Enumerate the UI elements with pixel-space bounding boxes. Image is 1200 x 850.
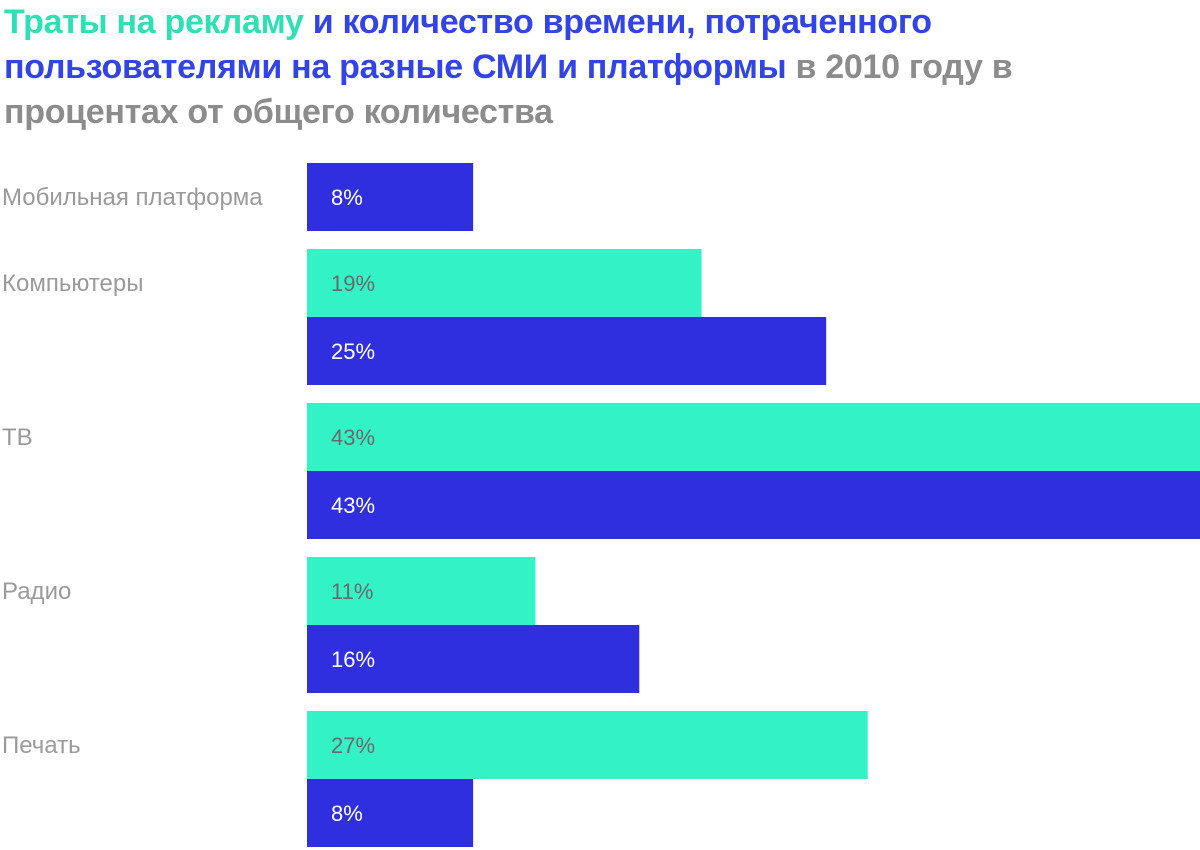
- bar-value-label: 25%: [331, 339, 375, 364]
- bar-spend: [307, 557, 536, 625]
- bar-value-label: 43%: [331, 493, 375, 518]
- bar-spend: [307, 403, 1200, 471]
- title-spend-part: Траты на рекламу: [4, 3, 304, 41]
- title-time-part: и количество времени, потраченного польз…: [4, 3, 932, 86]
- bar-value-label: 19%: [331, 271, 375, 296]
- chart-title: Траты на рекламу и количество времени, п…: [4, 0, 1194, 135]
- bar-spend: [307, 249, 702, 317]
- bar-value-label: 8%: [331, 185, 363, 210]
- bar-value-label: 11%: [331, 579, 373, 604]
- bar-time: [307, 779, 474, 847]
- bar-value-label: 8%: [331, 801, 363, 826]
- category-label: Печать: [2, 732, 81, 759]
- bar-time: [307, 471, 1200, 539]
- bar-value-label: 27%: [331, 733, 375, 758]
- bar-time: [307, 317, 827, 385]
- title-rest-part: в 2010 году в процентах от общего количе…: [4, 48, 1013, 131]
- bar-spend: [307, 711, 868, 779]
- category-label: Компьютеры: [2, 270, 143, 297]
- category-label: Радио: [2, 578, 71, 605]
- category-label: Мобильная платформа: [2, 184, 263, 211]
- bar-value-label: 16%: [331, 647, 375, 672]
- bar-time: [307, 625, 640, 693]
- bar-value-label: 43%: [331, 425, 375, 450]
- category-label: ТВ: [2, 424, 33, 451]
- bar-time: [307, 163, 474, 231]
